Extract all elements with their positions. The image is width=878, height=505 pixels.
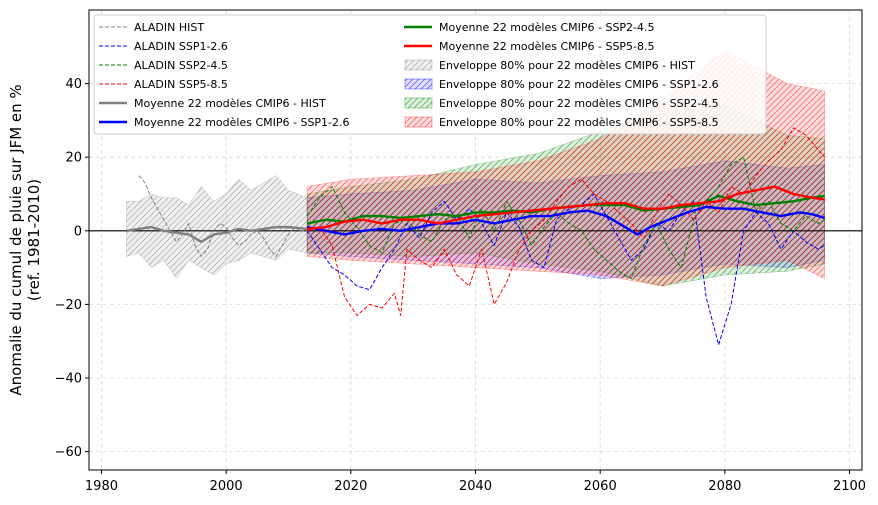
x-tick-label: 1980 [85, 479, 118, 494]
y-axis-label-line1: Anomalie du cumul de pluie sur JFM en % [7, 84, 25, 395]
series-moyenne-22-modeles-cmip6-ssp5-8-5 [307, 185, 825, 231]
x-axis-ticks: 1980 2000 2020 2040 2060 2080 2100 [85, 470, 866, 494]
y-tick-label: −20 [55, 298, 82, 313]
legend-label: Moyenne 22 modèles CMIP6 - HIST [134, 97, 326, 110]
series-aladin-ssp1-2-6 [306, 193, 825, 346]
y-tick-label: −40 [55, 372, 82, 387]
legend-swatch-hatch [405, 117, 432, 127]
legend-label: ALADIN SSP5-8.5 [134, 78, 228, 91]
x-tick-label: 2020 [334, 479, 367, 494]
series-moyenne-22-modeles-cmip6-ssp1-2-6 [306, 205, 825, 236]
series-moyenne-22-modeles-cmip6-hist [126, 225, 308, 244]
legend: ALADIN HIST ALADIN SSP1-2.6 ALADIN SSP2-4.… [93, 14, 767, 135]
x-tick-label: 2060 [584, 479, 617, 494]
legend-label: Moyenne 22 modèles CMIP6 - SSP2-4.5 [439, 21, 655, 34]
legend-label: ALADIN SSP2-4.5 [134, 59, 228, 72]
legend-label: ALADIN SSP1-2.6 [134, 40, 228, 53]
series-aladin-hist [138, 175, 308, 258]
y-tick-label: 40 [65, 77, 82, 92]
legend-swatch-hatch [405, 60, 432, 70]
y-axis-ticks: −60 −40 −20 0 20 40 [55, 77, 89, 460]
legend-label: ALADIN HIST [134, 21, 204, 34]
y-tick-label: 0 [74, 224, 82, 239]
x-tick-label: 2040 [459, 479, 492, 494]
y-axis-label-line2: (ref. 1981-2010) [25, 179, 43, 301]
legend-swatch-hatch [405, 98, 432, 108]
legend-label: Enveloppe 80% pour 22 modèles CMIP6 - SS… [439, 97, 719, 110]
x-tick-label: 2100 [833, 479, 866, 494]
legend-label: Moyenne 22 modèles CMIP6 - SSP5-8.5 [439, 40, 655, 53]
legend-label: Enveloppe 80% pour 22 modèles CMIP6 - HI… [439, 59, 695, 72]
series-aladin-ssp2-4-5 [306, 156, 825, 280]
y-tick-label: 20 [65, 151, 82, 166]
y-axis-label: Anomalie du cumul de pluie sur JFM en %(… [7, 84, 43, 395]
legend-label: Enveloppe 80% pour 22 modèles CMIP6 - SS… [439, 78, 719, 91]
mean-series [126, 185, 825, 244]
x-tick-label: 2080 [708, 479, 741, 494]
x-tick-label: 2000 [210, 479, 243, 494]
legend-label: Moyenne 22 modèles CMIP6 - SSP1-2.6 [134, 116, 350, 129]
aladin-series [138, 127, 825, 346]
legend-label: Enveloppe 80% pour 22 modèles CMIP6 - SS… [439, 116, 719, 129]
y-tick-label: −60 [55, 445, 82, 460]
legend-swatch-hatch [405, 79, 432, 89]
series-aladin-ssp5-8-5 [307, 127, 825, 316]
envelopes [126, 50, 825, 287]
legend-box [93, 14, 767, 135]
